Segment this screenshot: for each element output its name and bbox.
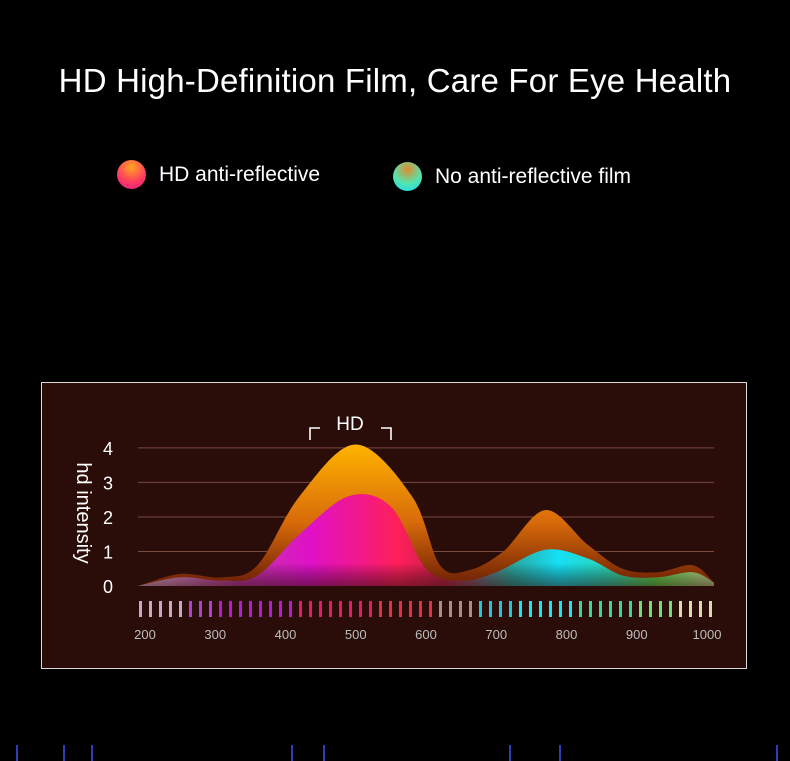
spectrum-bar bbox=[339, 601, 342, 617]
spectrum-bar bbox=[539, 601, 542, 617]
spectrum-bar bbox=[439, 601, 442, 617]
y-tick-label: 1 bbox=[103, 542, 113, 562]
spectrum-bar bbox=[269, 601, 272, 617]
edge-tick bbox=[291, 745, 293, 761]
edge-tick bbox=[16, 745, 18, 761]
spectrum-bar bbox=[359, 601, 362, 617]
spectrum-bar bbox=[419, 601, 422, 617]
spectrum-bar bbox=[559, 601, 562, 617]
edge-tick bbox=[323, 745, 325, 761]
x-tick-label: 600 bbox=[415, 627, 437, 642]
edge-tick bbox=[63, 745, 65, 761]
spectrum-bar bbox=[619, 601, 622, 617]
spectrum-bar bbox=[469, 601, 472, 617]
spectrum-bar bbox=[169, 601, 172, 617]
spectrum-chart: 0 1 2 3 4 200 300 400 500 600 700 800 900 1000 hd in… bbox=[72, 414, 721, 642]
spectrum-bar bbox=[669, 601, 672, 617]
x-axis-ticks: 200 300 400 500 600 700 800 900 1000 bbox=[134, 627, 721, 642]
legend-dot-hd bbox=[117, 160, 146, 189]
x-tick-label: 1000 bbox=[693, 627, 722, 642]
spectrum-bar bbox=[659, 601, 662, 617]
spectrum-bar bbox=[629, 601, 632, 617]
spectrum-bar bbox=[549, 601, 552, 617]
spectrum-bar bbox=[249, 601, 252, 617]
spectrum-bar bbox=[319, 601, 322, 617]
spectrum-bar bbox=[299, 601, 302, 617]
spectrum-bar bbox=[139, 601, 142, 617]
edge-tick bbox=[559, 745, 561, 761]
spectrum-bar bbox=[189, 601, 192, 617]
spectrum-bar bbox=[449, 601, 452, 617]
spectrum-bar bbox=[649, 601, 652, 617]
spectrum-bar bbox=[409, 601, 412, 617]
x-tick-label: 900 bbox=[626, 627, 648, 642]
legend-dot-no-film bbox=[393, 162, 422, 191]
spectrum-bar bbox=[219, 601, 222, 617]
spectrum-bar bbox=[239, 601, 242, 617]
x-tick-label: 300 bbox=[204, 627, 226, 642]
spectrum-bar bbox=[689, 601, 692, 617]
y-axis-label: hd intensity bbox=[72, 462, 94, 563]
edge-tick bbox=[91, 745, 93, 761]
legend-label-hd: HD anti-reflective bbox=[159, 162, 321, 186]
spectrum-bar bbox=[679, 601, 682, 617]
spectrum-bar bbox=[199, 601, 202, 617]
spectrum-bars bbox=[139, 601, 712, 617]
y-tick-label: 0 bbox=[103, 577, 113, 597]
spectrum-bar bbox=[289, 601, 292, 617]
legend-item-hd: HD anti-reflective bbox=[117, 160, 320, 189]
x-tick-label: 700 bbox=[485, 627, 507, 642]
hd-label: HD bbox=[336, 414, 363, 435]
spectrum-bar bbox=[459, 601, 462, 617]
spectrum-bar bbox=[509, 601, 512, 617]
spectrum-bar bbox=[569, 601, 572, 617]
spectrum-bar bbox=[709, 601, 712, 617]
spectrum-bar bbox=[699, 601, 702, 617]
spectrum-bar bbox=[489, 601, 492, 617]
spectrum-bar bbox=[579, 601, 582, 617]
edge-tick bbox=[776, 745, 778, 761]
spectrum-bar bbox=[159, 601, 162, 617]
series-area-shading bbox=[138, 494, 714, 586]
x-tick-label: 500 bbox=[345, 627, 367, 642]
spectrum-bar bbox=[279, 601, 282, 617]
y-tick-label: 4 bbox=[103, 439, 113, 459]
spectrum-bar bbox=[599, 601, 602, 617]
spectrum-bar bbox=[149, 601, 152, 617]
spectrum-bar bbox=[259, 601, 262, 617]
spectrum-bar bbox=[309, 601, 312, 617]
x-tick-label: 800 bbox=[556, 627, 578, 642]
x-tick-label: 400 bbox=[275, 627, 297, 642]
spectrum-bar bbox=[429, 601, 432, 617]
legend-label-no-film: No anti-reflective film bbox=[435, 164, 632, 188]
edge-tick bbox=[509, 745, 511, 761]
hd-bracket: HD bbox=[309, 414, 392, 440]
spectrum-bar bbox=[399, 601, 402, 617]
spectrum-bar bbox=[529, 601, 532, 617]
spectrum-bar bbox=[499, 601, 502, 617]
page-title: HD High-Definition Film, Care For Eye He… bbox=[58, 62, 732, 99]
spectrum-bar bbox=[379, 601, 382, 617]
spectrum-bar bbox=[519, 601, 522, 617]
chart-panel: 0 1 2 3 4 200 300 400 500 600 700 800 900 1000 hd in… bbox=[41, 382, 747, 669]
spectrum-bar bbox=[479, 601, 482, 617]
spectrum-bar bbox=[639, 601, 642, 617]
spectrum-bar bbox=[229, 601, 232, 617]
spectrum-bar bbox=[389, 601, 392, 617]
y-tick-label: 3 bbox=[103, 473, 113, 493]
series-area-no-anti-reflective bbox=[138, 444, 714, 586]
spectrum-bar bbox=[329, 601, 332, 617]
legend-item-no-film: No anti-reflective film bbox=[393, 162, 631, 191]
y-tick-label: 2 bbox=[103, 508, 113, 528]
spectrum-bar bbox=[179, 601, 182, 617]
spectrum-bar bbox=[589, 601, 592, 617]
series-areas bbox=[138, 444, 714, 586]
x-tick-label: 200 bbox=[134, 627, 156, 642]
spectrum-bar bbox=[349, 601, 352, 617]
spectrum-bar bbox=[209, 601, 212, 617]
spectrum-bar bbox=[369, 601, 372, 617]
spectrum-bar bbox=[609, 601, 612, 617]
y-axis-ticks: 0 1 2 3 4 bbox=[103, 439, 113, 597]
